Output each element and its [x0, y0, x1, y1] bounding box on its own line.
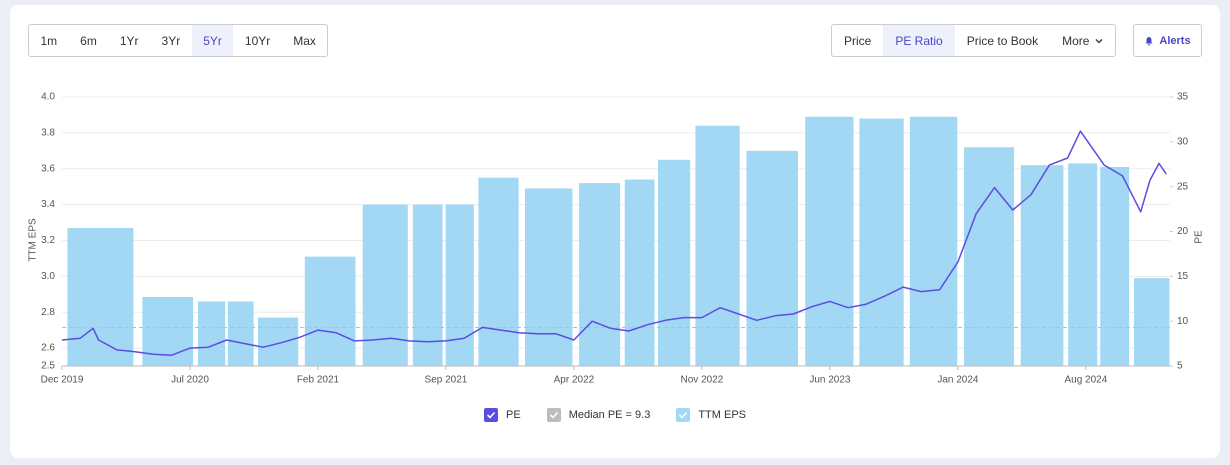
- x-tick-label: Sep 2021: [425, 375, 468, 386]
- y2-axis-label: PE: [1194, 230, 1205, 244]
- legend-checkbox: [676, 408, 691, 422]
- range-selector: 1m 6m 1Yr 3Yr 5Yr 10Yr Max: [28, 24, 329, 57]
- bar: [1100, 166, 1130, 366]
- y-tick-label: 3.6: [41, 163, 55, 174]
- metric-button[interactable]: More: [1050, 25, 1115, 56]
- range-button[interactable]: 10Yr: [244, 33, 271, 48]
- check-icon: [549, 411, 558, 419]
- chevron: [1095, 38, 1103, 43]
- bar: [445, 204, 474, 366]
- y-tick-label: 3.8: [41, 128, 55, 139]
- bar: [909, 116, 958, 366]
- bar: [964, 147, 1014, 366]
- x-tick-label: Apr 2022: [554, 375, 595, 386]
- y-tick-label: 2.5: [41, 361, 55, 372]
- x-tick-label: Jan 2024: [937, 375, 979, 386]
- check-icon: [679, 411, 688, 419]
- x-tick-label: Jun 2023: [809, 375, 851, 386]
- range-button[interactable]: 3Yr: [161, 33, 181, 48]
- x-tick-label: Nov 2022: [681, 375, 724, 386]
- y-tick-label: 3.4: [41, 199, 55, 210]
- bar: [695, 125, 740, 367]
- y2-tick-label: 5: [1177, 361, 1183, 372]
- y-tick-label: 2.8: [41, 307, 55, 318]
- bar: [1068, 163, 1098, 366]
- bar: [859, 118, 904, 367]
- y2-tick-label: 30: [1177, 136, 1189, 147]
- y-tick-label: 3.0: [41, 271, 55, 282]
- range-button[interactable]: Max: [293, 33, 316, 48]
- bar: [412, 204, 443, 366]
- range-button[interactable]: 1Yr: [119, 33, 139, 48]
- bar: [525, 188, 573, 366]
- legend-checkbox: [546, 408, 561, 422]
- bar: [1020, 165, 1064, 366]
- y2-tick-label: 35: [1177, 92, 1189, 103]
- bar: [197, 301, 226, 366]
- bar: [579, 183, 621, 366]
- legend-item[interactable]: PE: [484, 408, 521, 422]
- bar: [362, 204, 408, 366]
- y-tick-label: 4.0: [41, 92, 55, 103]
- x-tick-label: Dec 2019: [41, 375, 84, 386]
- bar: [657, 159, 691, 366]
- metric-label: More: [1062, 33, 1090, 48]
- bar: [805, 116, 854, 366]
- x-tick-label: Feb 2021: [297, 375, 340, 386]
- alerts-label: Alerts: [1159, 34, 1191, 47]
- x-tick-label: Aug 2024: [1064, 375, 1107, 386]
- bar: [1134, 278, 1170, 366]
- x-tick-label: Jul 2020: [171, 375, 209, 386]
- legend: PE Median PE = 9.3 TTM EPS: [0, 408, 1230, 422]
- bar: [227, 301, 254, 366]
- bar: [624, 179, 655, 366]
- bar: [304, 256, 356, 366]
- metric-selector: Price PE Ratio Price to Book More: [831, 24, 1117, 57]
- legend-item[interactable]: TTM EPS: [676, 408, 746, 422]
- legend-checkbox: [484, 408, 498, 422]
- bar: [67, 227, 134, 366]
- y2-tick-label: 10: [1177, 316, 1189, 327]
- alerts-button[interactable]: Alerts: [1133, 24, 1202, 57]
- metric-button[interactable]: PE Ratio: [883, 25, 955, 56]
- y-tick-label: 2.6: [41, 343, 55, 354]
- legend-item[interactable]: Median PE = 9.3: [546, 408, 651, 422]
- y2-tick-label: 25: [1177, 181, 1189, 192]
- legend-label: Median PE = 9.3: [568, 409, 651, 421]
- y-tick-label: 3.2: [41, 235, 55, 246]
- check-icon: [486, 411, 496, 419]
- legend-label: PE: [506, 409, 521, 421]
- bar: [746, 150, 798, 366]
- metric-button[interactable]: Price: [844, 33, 872, 48]
- bell-icon: [1145, 36, 1153, 45]
- range-button[interactable]: 5Yr: [191, 25, 234, 56]
- metric-button[interactable]: Price to Book: [966, 33, 1039, 48]
- legend-label: TTM EPS: [698, 409, 746, 421]
- bar: [258, 317, 299, 366]
- y2-tick-label: 20: [1177, 226, 1189, 237]
- y2-tick-label: 15: [1177, 271, 1189, 282]
- pe-line: [61, 130, 1167, 356]
- bar: [478, 177, 519, 366]
- range-button[interactable]: 1m: [40, 33, 58, 48]
- range-button[interactable]: 6m: [80, 33, 97, 48]
- y-axis-label: TTM EPS: [28, 218, 39, 262]
- chart: TTM EPS PE 2.5 2.6 2.8 3.0 3.2 3.4 3.6 3.8 4.0 5 1…: [28, 92, 1205, 386]
